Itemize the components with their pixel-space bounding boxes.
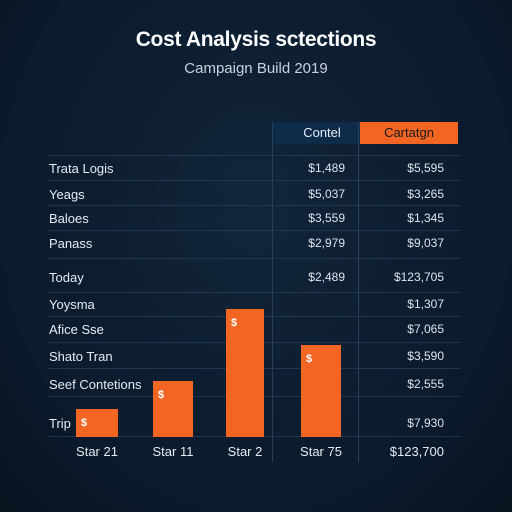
x-tick-label: Star 2 [227, 444, 263, 459]
row-value-cartatgn: $1,345 [407, 211, 444, 225]
row-value-contel: $3,559 [308, 211, 345, 225]
row-label: Baloes [49, 211, 89, 226]
row-label: Shato Tran [49, 349, 113, 364]
x-tick-label: Star 75 [300, 444, 342, 459]
column-header-cartatgn: Cartatgn [360, 122, 458, 144]
row-value-cartatgn: $2,555 [407, 377, 444, 391]
row-value-cartatgn: $7,065 [407, 322, 444, 336]
x-tick-label: Star 21 [76, 444, 118, 459]
row-label: Yoysma [49, 297, 95, 312]
x-tick-label: Star 11 [152, 444, 194, 459]
row-value-contel: $2,489 [308, 270, 345, 284]
row-value-contel: $5,037 [308, 187, 345, 201]
row-label: Trata Logis [49, 161, 114, 176]
row-divider [48, 180, 460, 181]
chart-subtitle: Campaign Build 2019 [184, 60, 328, 77]
bar-data-label: $ [231, 317, 238, 329]
row-label: Today [49, 270, 84, 285]
row-label: Seef Contetions [49, 377, 142, 392]
row-label: Panass [49, 236, 93, 251]
row-divider [48, 258, 460, 259]
row-value-cartatgn: $123,705 [393, 270, 444, 284]
row-divider [48, 292, 460, 293]
row-value-cartatgn: $9,037 [407, 236, 444, 250]
row-value-contel: $2,979 [308, 236, 345, 250]
row-label: Afice Sse [49, 322, 104, 337]
column-header-contel: Contel [273, 122, 371, 144]
row-value-cartatgn: $1,307 [407, 297, 444, 311]
row-divider [48, 230, 460, 231]
table-total: $123,700 [389, 444, 444, 459]
row-value-cartatgn: $5,595 [407, 161, 444, 175]
bar [301, 345, 341, 437]
row-label: Trip [49, 416, 71, 431]
bar-data-label: $ [158, 389, 165, 401]
row-value-contel: $1,489 [308, 161, 345, 175]
bar-data-label: $ [81, 417, 88, 429]
row-divider [48, 205, 460, 206]
bar [76, 409, 118, 437]
row-value-cartatgn: $7,930 [407, 416, 444, 430]
row-label: Yeags [49, 187, 85, 202]
bar-data-label: $ [306, 353, 313, 365]
row-divider [48, 155, 460, 156]
row-value-cartatgn: $3,265 [407, 187, 444, 201]
row-value-cartatgn: $3,590 [407, 349, 444, 363]
bar [226, 309, 264, 437]
bar [153, 381, 193, 437]
chart-title: Cost Analysis sctections [135, 28, 377, 51]
